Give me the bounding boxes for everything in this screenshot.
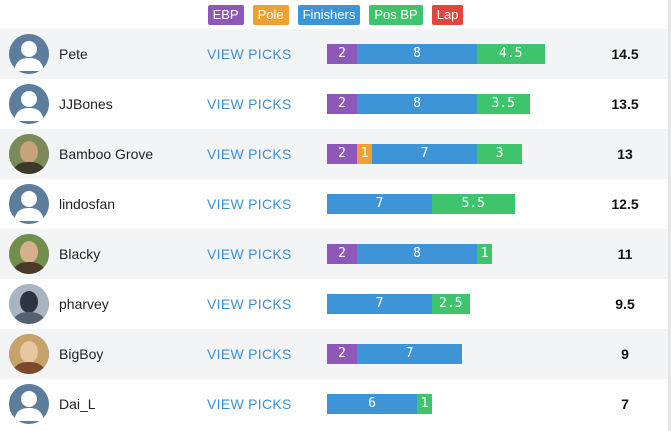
points-segment-posbp: 2.5 <box>432 294 470 314</box>
points-segment-finishers: 7 <box>327 194 432 214</box>
view-picks-link[interactable]: VIEW PICKS <box>207 246 292 262</box>
points-bar: 2 8 3.5 <box>327 94 530 114</box>
avatar[interactable] <box>9 334 49 374</box>
points-segment-finishers: 8 <box>357 244 477 264</box>
player-name[interactable]: lindosfan <box>59 196 116 212</box>
player-name[interactable]: JJBones <box>59 96 113 112</box>
total-points: 7 <box>621 396 629 412</box>
points-segment-ebp: 2 <box>327 344 357 364</box>
view-picks-link[interactable]: VIEW PICKS <box>207 396 292 412</box>
leaderboard-row: BigBoy VIEW PICKS 2 7 9 <box>0 329 668 379</box>
leaderboard-list: Pete VIEW PICKS 2 8 4.5 14.5 JJBones VIEW PICKS… <box>0 29 668 429</box>
legend-posbp: Pos BP <box>369 5 423 25</box>
player-name[interactable]: Pete <box>59 46 88 62</box>
legend-ebp: EBP <box>207 5 244 25</box>
points-segment-ebp: 2 <box>327 94 357 114</box>
leaderboard-row: pharvey VIEW PICKS 7 2.5 9.5 <box>0 279 668 329</box>
points-segment-posbp: 5.5 <box>432 194 515 214</box>
leaderboard-row: Bamboo Grove VIEW PICKS 2 1 7 3 13 <box>0 129 668 179</box>
total-points: 11 <box>617 246 633 262</box>
leaderboard-row: JJBones VIEW PICKS 2 8 3.5 13.5 <box>0 79 668 129</box>
player-name[interactable]: Bamboo Grove <box>59 146 154 162</box>
total-points: 12.5 <box>611 196 639 212</box>
avatar[interactable] <box>9 134 49 174</box>
points-segment-finishers: 8 <box>357 94 477 114</box>
points-segment-posbp: 1 <box>417 394 432 414</box>
total-points: 14.5 <box>611 46 639 62</box>
legend: EBP Pole Finishers Pos BP Lap <box>0 4 671 26</box>
view-picks-link[interactable]: VIEW PICKS <box>207 146 292 162</box>
legend-pole: Pole <box>252 5 289 25</box>
view-picks-link[interactable]: VIEW PICKS <box>207 346 292 362</box>
points-segment-posbp: 1 <box>477 244 492 264</box>
default-avatar-icon[interactable] <box>9 84 49 124</box>
points-segment-finishers: 7 <box>327 294 432 314</box>
points-bar: 2 8 4.5 <box>327 44 545 64</box>
leaderboard-row: Blacky VIEW PICKS 2 8 1 11 <box>0 229 668 279</box>
legend-lap: Lap <box>431 5 464 25</box>
points-segment-finishers: 6 <box>327 394 417 414</box>
view-picks-link[interactable]: VIEW PICKS <box>207 196 292 212</box>
points-segment-finishers: 7 <box>357 344 462 364</box>
points-bar: 7 2.5 <box>327 294 470 314</box>
player-name[interactable]: BigBoy <box>59 346 104 362</box>
default-avatar-icon[interactable] <box>9 34 49 74</box>
leaderboard-row: Dai_L VIEW PICKS 6 1 7 <box>0 379 668 429</box>
points-segment-ebp: 2 <box>327 244 357 264</box>
avatar[interactable] <box>9 284 49 324</box>
scrollbar-track <box>668 0 671 431</box>
leaderboard-row: Pete VIEW PICKS 2 8 4.5 14.5 <box>0 29 668 79</box>
points-segment-posbp: 4.5 <box>477 44 545 64</box>
default-avatar-icon[interactable] <box>9 384 49 424</box>
points-segment-ebp: 2 <box>327 144 357 164</box>
player-name[interactable]: Dai_L <box>59 396 96 412</box>
avatar[interactable] <box>9 234 49 274</box>
view-picks-link[interactable]: VIEW PICKS <box>207 296 292 312</box>
points-segment-pole: 1 <box>357 144 372 164</box>
leaderboard-row: lindosfan VIEW PICKS 7 5.5 12.5 <box>0 179 668 229</box>
total-points: 9 <box>621 346 629 362</box>
points-segment-finishers: 7 <box>372 144 477 164</box>
view-picks-link[interactable]: VIEW PICKS <box>207 46 292 62</box>
total-points: 13.5 <box>611 96 639 112</box>
player-name[interactable]: pharvey <box>59 296 109 312</box>
points-bar: 7 5.5 <box>327 194 515 214</box>
points-segment-finishers: 8 <box>357 44 477 64</box>
total-points: 13 <box>617 146 633 162</box>
points-segment-posbp: 3 <box>477 144 522 164</box>
player-name[interactable]: Blacky <box>59 246 101 262</box>
view-picks-link[interactable]: VIEW PICKS <box>207 96 292 112</box>
points-segment-posbp: 3.5 <box>477 94 530 114</box>
total-points: 9.5 <box>615 296 635 312</box>
legend-finishers: Finishers <box>297 5 361 25</box>
default-avatar-icon[interactable] <box>9 184 49 224</box>
points-segment-ebp: 2 <box>327 44 357 64</box>
